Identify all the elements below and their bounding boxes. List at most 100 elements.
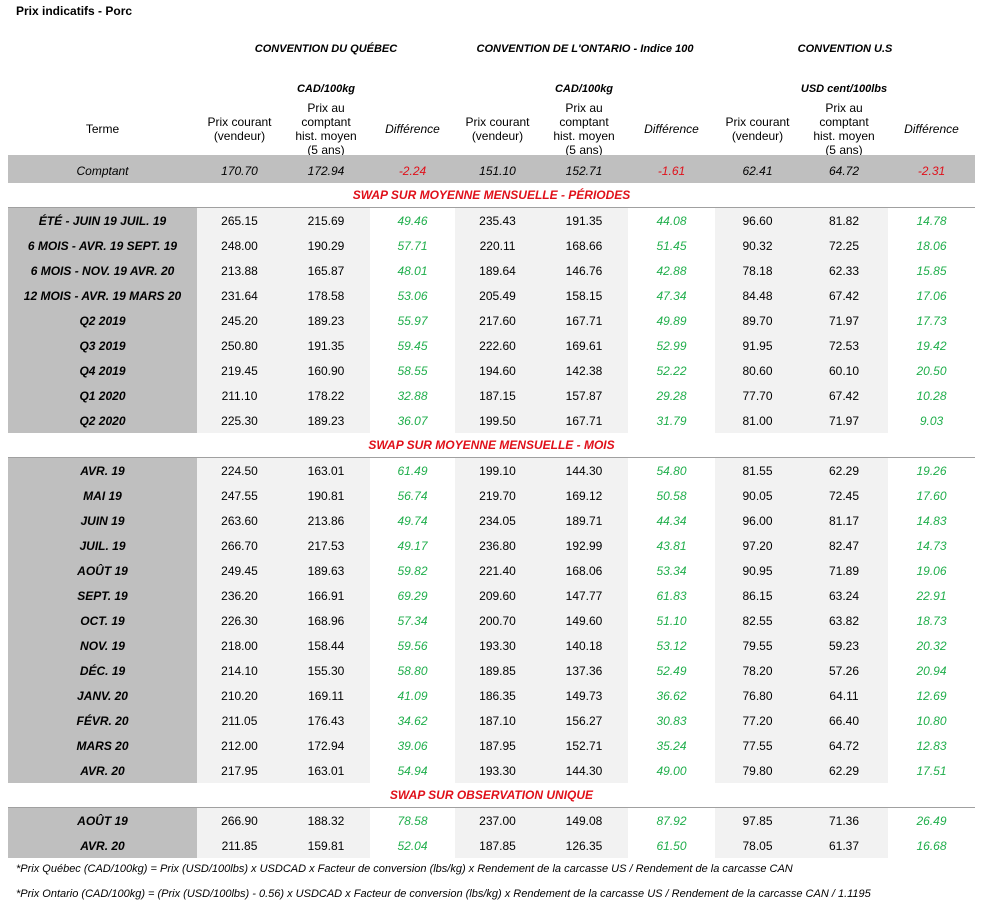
table-row: 6 MOIS - AVR. 19 SEPT. 19 248.00 190.29 57.… <box>8 233 975 258</box>
difference-cell: 34.62 <box>370 708 455 733</box>
price-cell: 193.30 <box>455 758 540 783</box>
difference-cell: 51.10 <box>628 608 715 633</box>
price-cell: 77.70 <box>715 383 800 408</box>
price-cell: 158.15 <box>540 283 628 308</box>
difference-cell: 49.46 <box>370 208 455 233</box>
difference-cell: 14.73 <box>888 533 975 558</box>
price-cell: 189.71 <box>540 508 628 533</box>
column-header-diff: Différence <box>370 101 455 157</box>
price-cell: 79.55 <box>715 633 800 658</box>
price-cell: 149.60 <box>540 608 628 633</box>
difference-cell: 19.06 <box>888 558 975 583</box>
difference-cell: 78.58 <box>370 808 455 833</box>
price-cell: 62.29 <box>800 458 888 483</box>
difference-cell: 61.49 <box>370 458 455 483</box>
column-header-text: Prix au comptant hist. moyen (5 ans) <box>553 101 615 157</box>
price-cell: 187.10 <box>455 708 540 733</box>
difference-cell: 56.74 <box>370 483 455 508</box>
price-cell: 167.71 <box>540 408 628 433</box>
price-cell: 76.80 <box>715 683 800 708</box>
price-cell: 64.11 <box>800 683 888 708</box>
section-title: SWAP SUR MOYENNE MENSUELLE - PÉRIODES <box>8 183 975 208</box>
price-cell: 77.20 <box>715 708 800 733</box>
price-cell: 217.53 <box>282 533 370 558</box>
difference-cell: 58.80 <box>370 658 455 683</box>
price-cell: 215.69 <box>282 208 370 233</box>
row-label: JUIN 19 <box>8 508 197 533</box>
difference-cell: 10.80 <box>888 708 975 733</box>
price-cell: 235.43 <box>455 208 540 233</box>
price-cell: 160.90 <box>282 358 370 383</box>
column-header-term: Terme <box>8 101 197 157</box>
difference-cell: 61.50 <box>628 833 715 858</box>
price-cell: 212.00 <box>197 733 282 758</box>
row-label: 6 MOIS - NOV. 19 AVR. 20 <box>8 258 197 283</box>
convention-us-title: CONVENTION U.S <box>797 43 893 55</box>
difference-cell: 29.28 <box>628 383 715 408</box>
table-row: FÉVR. 20 211.05 176.43 34.62 187.10 156.27 30.… <box>8 708 975 733</box>
price-cell: 62.33 <box>800 258 888 283</box>
column-header-text: Prix au comptant hist. moyen (5 ans) <box>295 101 357 157</box>
footnote-ontario: *Prix Ontario (CAD/100kg) = (Prix (USD/1… <box>16 888 871 900</box>
row-label: ÉTÉ - JUIN 19 JUIL. 19 <box>8 208 197 233</box>
column-header-hist: Prix au comptant hist. moyen (5 ans) <box>800 101 888 157</box>
price-cell: 219.45 <box>197 358 282 383</box>
difference-cell: 14.78 <box>888 208 975 233</box>
price-cell: 217.95 <box>197 758 282 783</box>
unit-quebec: CAD/100kg <box>296 83 356 95</box>
price-cell: 163.01 <box>282 758 370 783</box>
difference-cell: 52.04 <box>370 833 455 858</box>
price-cell: 248.00 <box>197 233 282 258</box>
price-cell: 78.20 <box>715 658 800 683</box>
table-row: Q1 2020 211.10 178.22 32.88 187.15 157.87 29.2… <box>8 383 975 408</box>
price-cell: 214.10 <box>197 658 282 683</box>
table-row: MARS 20 212.00 172.94 39.06 187.95 152.71 35.2… <box>8 733 975 758</box>
price-cell: 159.81 <box>282 833 370 858</box>
price-cell: 67.42 <box>800 383 888 408</box>
price-cell: 165.87 <box>282 258 370 283</box>
price-cell: 59.23 <box>800 633 888 658</box>
difference-cell: 9.03 <box>888 408 975 433</box>
page-title: Prix indicatifs - Porc <box>16 4 133 18</box>
price-cell: 187.15 <box>455 383 540 408</box>
difference-cell: 49.00 <box>628 758 715 783</box>
price-cell: 225.30 <box>197 408 282 433</box>
difference-cell: 10.28 <box>888 383 975 408</box>
price-cell: 77.55 <box>715 733 800 758</box>
price-cell: 158.44 <box>282 633 370 658</box>
price-cell: 78.18 <box>715 258 800 283</box>
price-cell: 194.60 <box>455 358 540 383</box>
table-row: AVR. 19 224.50 163.01 61.49 199.10 144.30 54.8… <box>8 458 975 483</box>
price-cell: 168.66 <box>540 233 628 258</box>
price-cell: 152.71 <box>540 733 628 758</box>
price-cell: 231.64 <box>197 283 282 308</box>
price-cell: 220.11 <box>455 233 540 258</box>
footnote-quebec: *Prix Québec (CAD/100kg) = Prix (USD/100… <box>16 863 793 875</box>
price-cell: 222.60 <box>455 333 540 358</box>
price-cell: 211.05 <box>197 708 282 733</box>
header-divider <box>8 155 975 158</box>
price-cell: 155.30 <box>282 658 370 683</box>
price-cell: 62.29 <box>800 758 888 783</box>
price-cell: 218.00 <box>197 633 282 658</box>
column-header-current: Prix courant (vendeur) <box>715 101 800 157</box>
difference-cell: 32.88 <box>370 383 455 408</box>
difference-cell: 19.42 <box>888 333 975 358</box>
difference-cell: 17.51 <box>888 758 975 783</box>
column-header-current: Prix courant (vendeur) <box>197 101 282 157</box>
price-cell: 82.47 <box>800 533 888 558</box>
price-cell: 79.80 <box>715 758 800 783</box>
price-cell: 147.77 <box>540 583 628 608</box>
table-row: AVR. 20 211.85 159.81 52.04 187.85 126.35 61.5… <box>8 833 975 858</box>
price-cell: 234.05 <box>455 508 540 533</box>
column-header-text: Différence <box>644 122 699 136</box>
table-row: JUIN 19 263.60 213.86 49.74 234.05 189.71 44.3… <box>8 508 975 533</box>
row-label: DÉC. 19 <box>8 658 197 683</box>
difference-cell: 52.99 <box>628 333 715 358</box>
price-cell: 247.55 <box>197 483 282 508</box>
price-cell: 187.95 <box>455 733 540 758</box>
price-cell: 157.87 <box>540 383 628 408</box>
difference-cell: 18.06 <box>888 233 975 258</box>
price-cell: 72.45 <box>800 483 888 508</box>
difference-cell: 42.88 <box>628 258 715 283</box>
